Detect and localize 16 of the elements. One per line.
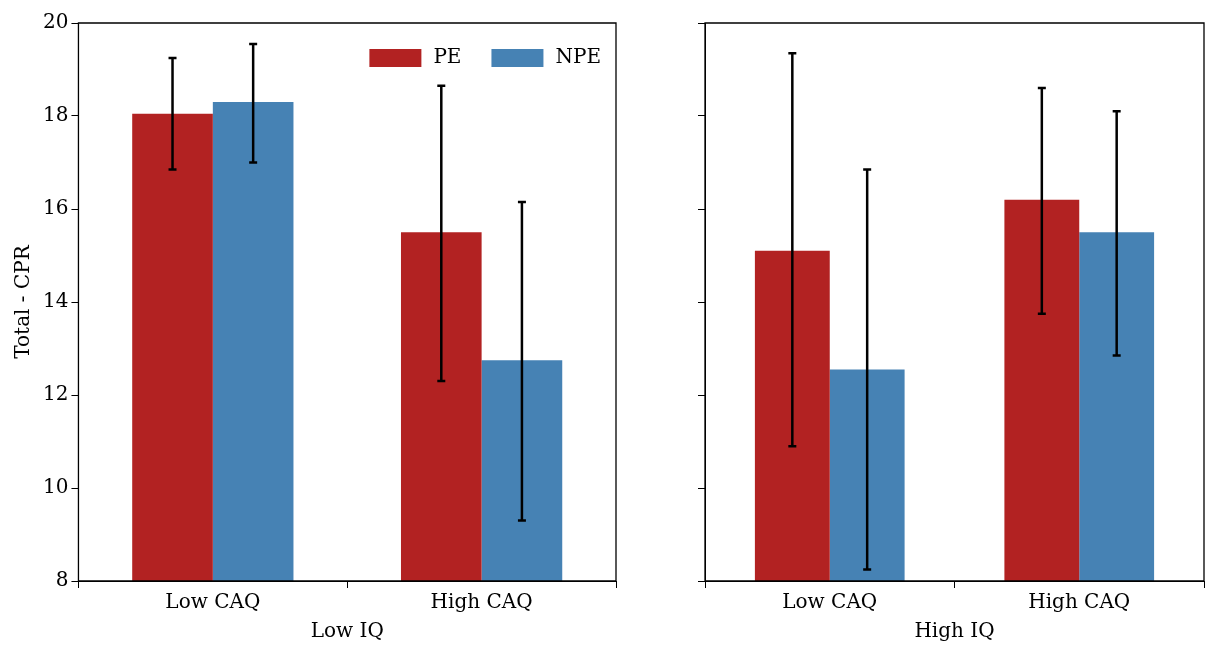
- legend-label: NPE: [555, 44, 602, 69]
- x-axis-title: High IQ: [914, 618, 995, 643]
- y-tick-label: 20: [43, 9, 69, 34]
- x-tick-label: Low CAQ: [782, 589, 878, 614]
- y-axis-title: Total - CPR: [10, 244, 35, 359]
- x-axis-title: Low IQ: [310, 618, 384, 643]
- y-tick-label: 14: [43, 288, 69, 313]
- x-tick-label: High CAQ: [1028, 589, 1131, 614]
- y-tick-label: 12: [43, 381, 69, 406]
- y-tick-label: 10: [43, 474, 69, 499]
- y-tick-label: 18: [43, 102, 69, 127]
- legend-label: PE: [433, 44, 462, 69]
- x-tick-label: High CAQ: [430, 589, 533, 614]
- x-tick-label: Low CAQ: [165, 589, 261, 614]
- y-tick-label: 8: [55, 567, 69, 592]
- y-tick-label: 16: [43, 195, 69, 220]
